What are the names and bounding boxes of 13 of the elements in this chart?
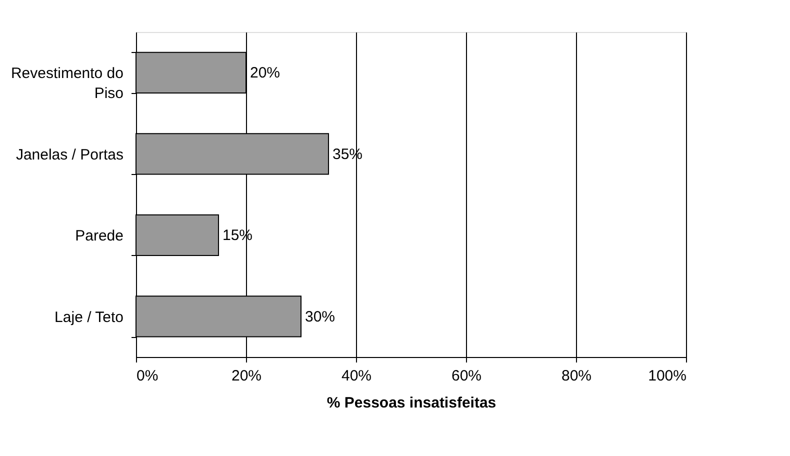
y-tick-label: Janelas / Portas — [16, 146, 124, 164]
x-tick-label: 20% — [231, 368, 262, 384]
y-tick-label: Laje / Teto — [54, 308, 124, 326]
data-label: 20% — [250, 64, 280, 82]
x-tick-label: 80% — [561, 368, 592, 384]
x-tick-label: 60% — [451, 368, 482, 384]
x-axis-title: % Pessoas insatisfeitas — [326, 394, 496, 412]
y-tick-label: Parede — [75, 228, 124, 245]
x-tick-label: 0% — [136, 368, 158, 384]
y-tick-label: Revestimento do Piso — [10, 65, 124, 102]
x-tick-label: 40% — [341, 368, 372, 384]
x-tick-label: 100% — [648, 368, 686, 384]
data-label: 30% — [305, 308, 336, 326]
